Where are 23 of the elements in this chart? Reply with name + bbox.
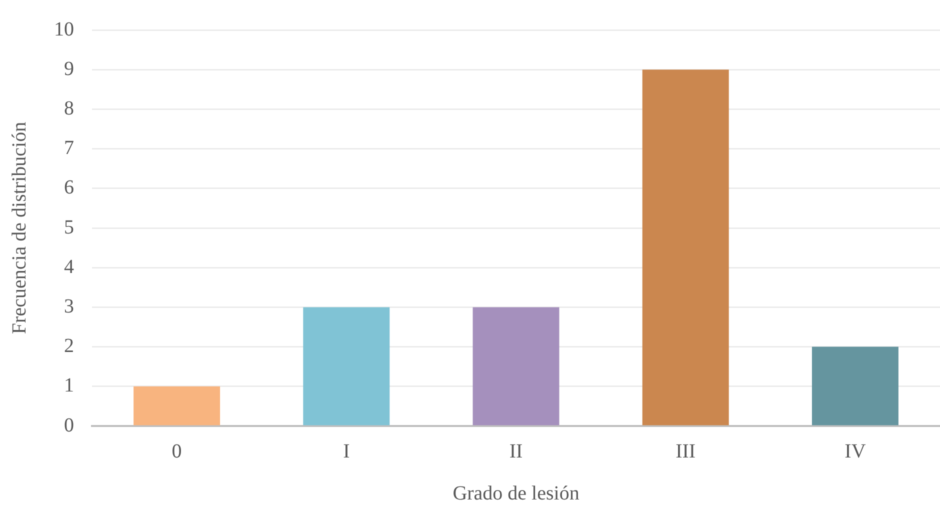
y-tick-label: 2 — [64, 335, 74, 358]
x-axis-title: Grado de lesión — [452, 482, 580, 504]
bar — [812, 346, 898, 426]
x-tick-label: III — [676, 440, 696, 462]
bar — [303, 307, 390, 426]
y-tick-label: 0 — [64, 414, 74, 436]
y-tick-label: 3 — [64, 295, 74, 318]
x-tick-label: 0 — [172, 440, 182, 462]
y-tick-label: 1 — [64, 374, 74, 397]
y-tick-label: 8 — [64, 97, 74, 120]
y-tick-label: 4 — [64, 256, 74, 278]
y-tick-label: 9 — [64, 58, 74, 80]
y-tick-label: 7 — [64, 137, 74, 160]
y-tick-label: 5 — [64, 216, 74, 238]
y-tick-label: 10 — [54, 18, 74, 40]
x-tick-label: I — [343, 440, 350, 462]
x-tick-label: II — [509, 440, 523, 462]
y-axis-title: Frecuencia de distribución — [8, 122, 30, 334]
x-tick-label: IV — [844, 440, 866, 462]
y-tick-label: 6 — [64, 176, 74, 199]
bar — [642, 70, 729, 426]
bar — [472, 307, 560, 426]
bar — [134, 386, 220, 426]
